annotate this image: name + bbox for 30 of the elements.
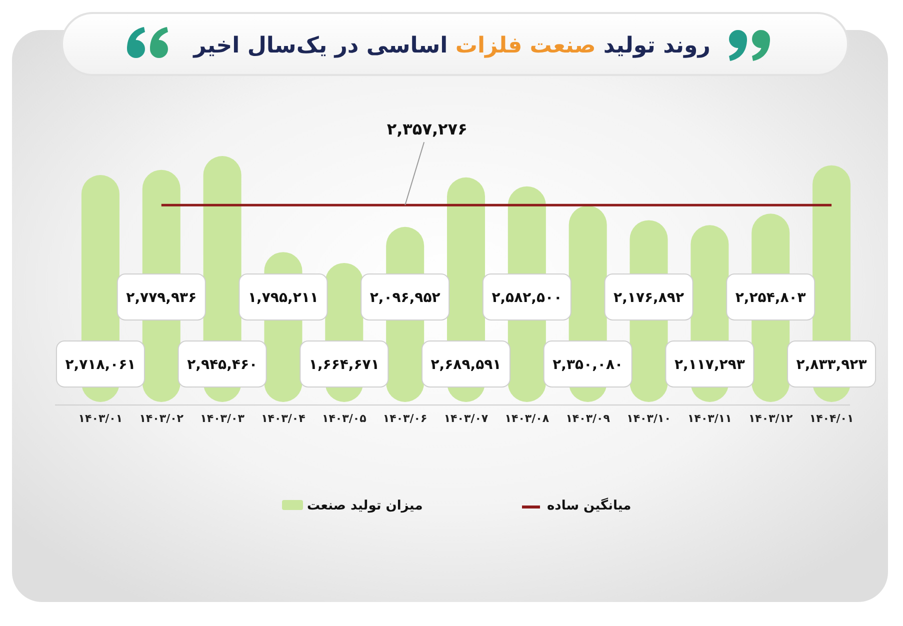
x-tick-label: ۱۴۰۳/۰۹ [566,412,610,425]
x-tick-label: ۱۴۰۳/۰۶ [382,412,428,425]
data-label: ۲,۱۷۶,۸۹۲ [614,290,684,306]
data-label: ۲,۲۵۴,۸۰۳ [735,290,806,306]
data-label: ۲,۸۳۳,۹۲۳ [796,356,868,373]
data-label: ۲,۷۱۸,۰۶۱ [65,356,136,373]
x-tick-label: ۱۴۰۳/۰۴ [261,412,306,425]
annotation: ۲,۳۵۷,۲۷۶ [386,120,468,139]
legend-label: میانگین ساده [547,498,632,514]
x-tick-label: ۱۴۰۳/۰۵ [322,412,367,425]
data-label: ۲,۳۵۰,۰۸۰ [552,356,624,373]
x-tick-label: ۱۴۰۳/۱۱ [688,412,732,425]
data-label: ۲,۱۱۷,۲۹۳ [674,356,746,373]
x-tick-label: ۱۴۰۳/۰۷ [444,412,488,425]
x-tick-label: ۱۴۰۴/۰۱ [809,412,854,425]
legend-label: میزان تولید صنعت [307,498,423,514]
x-tick-label: ۱۴۰۳/۰۱ [78,412,123,425]
x-tick-label: ۱۴۰۳/۰۳ [200,412,245,425]
data-label: ۲,۹۴۵,۴۶۰ [187,356,258,373]
data-label: ۱,۷۹۵,۲۱۱ [248,290,318,306]
data-label: ۲,۰۹۶,۹۵۲ [370,290,441,306]
chart-title: روند تولید صنعت فلزات اساسی در یک‌سال اخیر [192,34,710,59]
data-label: ۱,۶۶۴,۶۷۱ [308,356,380,373]
data-label: ۲,۷۷۹,۹۳۶ [126,290,197,306]
x-tick-label: ۱۴۰۳/۰۸ [504,412,550,425]
x-tick-label: ۱۴۰۳/۱۲ [748,412,794,425]
x-tick-label: ۱۴۰۳/۱۰ [626,412,671,425]
x-tick-label: ۱۴۰۳/۰۲ [139,412,184,425]
data-label: ۲,۶۸۹,۵۹۱ [430,356,502,373]
data-label: ۲,۵۸۲,۵۰۰ [492,290,562,306]
